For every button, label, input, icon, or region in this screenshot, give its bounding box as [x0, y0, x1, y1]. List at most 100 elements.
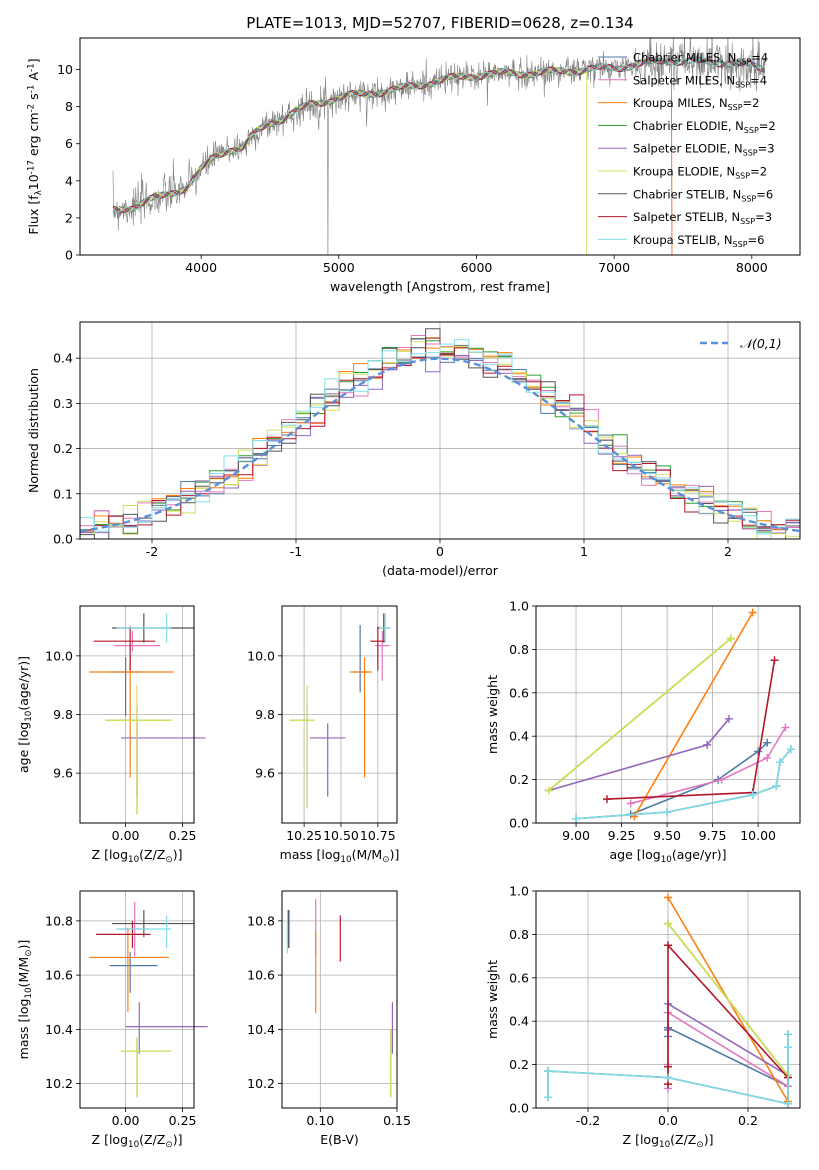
mass-weight-vs-metallicity-chart: -0.2 0.0 0.2 0.0 0.2 0.4 0.6 0.8 1.0 Z [log10(Z/Z…	[485, 884, 801, 1150]
weight-point-marker	[770, 656, 779, 665]
weight-point-marker	[544, 1067, 552, 1076]
weight-series-line	[576, 748, 792, 820]
x-tick-label: 9.25	[608, 828, 636, 843]
y-tick-label: 10.8	[247, 913, 275, 928]
weight-series-line	[667, 923, 789, 1076]
y-tick-label: 10.4	[247, 1022, 275, 1037]
x-tick-label: 4000	[185, 260, 217, 275]
weight-point-marker	[784, 1099, 792, 1108]
weight-point-marker	[703, 740, 712, 749]
mass-vs-metallicity-chart: 0.00 0.25 10.2 10.4 10.6 10.8 Z [log10(Z/Z⊙)] m…	[16, 890, 208, 1150]
y-tick-label: 10.2	[247, 1076, 275, 1091]
y-tick-label: 6	[65, 136, 73, 151]
weight-point-marker	[664, 1062, 672, 1071]
x-tick-label: 8000	[736, 260, 768, 275]
x-axis-label: (data-model)/error	[382, 563, 499, 578]
weight-point-marker	[544, 786, 553, 795]
y-axis-label: mass weight	[485, 960, 500, 1039]
spectrum-legend: Chabrier MILES, NSSP=4 Salpeter MILES, NS…	[598, 51, 776, 249]
y-tick-label: 0.2	[509, 1057, 529, 1072]
x-tick-label: 2	[724, 544, 732, 559]
weight-point-marker	[626, 799, 635, 808]
y-tick-label: 10.2	[45, 1076, 73, 1091]
x-axis-label: Z [log10(Z/Z⊙)]	[92, 847, 183, 865]
spectrum-chart: 4000 5000 6000 7000 8000 0 2 4 6 8 10 wavelength [A…	[26, 37, 801, 294]
axes-frame	[79, 890, 195, 1109]
x-tick-label: 0.15	[383, 1113, 411, 1128]
weight-point-marker	[717, 775, 726, 784]
y-tick-label: 10.4	[45, 1022, 73, 1037]
legend-entry: Chabrier ELODIE, NSSP=2	[633, 119, 776, 135]
x-tick-label: -2	[146, 544, 158, 559]
residual-histogram-chart: -2 -1 0 1 2 0.0 0.1 0.2 0.3 0.4 (data-model)/error…	[26, 321, 801, 578]
legend-entry: Kroupa STELIB, NSSP=6	[633, 233, 764, 249]
y-tick-label: 0.0	[53, 532, 73, 547]
x-tick-label: 0.25	[169, 828, 197, 843]
y-tick-label: 9.6	[53, 766, 73, 781]
weight-series-line	[633, 612, 754, 817]
x-tick-label: 0.0	[658, 1113, 678, 1128]
axes-frame	[535, 605, 801, 824]
y-axis-label: Flux [fλ10-17 erg cm-2 s-1 A-1]	[26, 58, 44, 234]
weight-point-marker	[572, 814, 581, 823]
y-tick-label: 10	[57, 62, 73, 77]
y-tick-label: 0.8	[509, 642, 529, 657]
x-tick-label: 10.50	[323, 828, 359, 843]
x-tick-label: 10.25	[286, 828, 322, 843]
y-tick-label: 9.6	[255, 766, 275, 781]
axes-frame	[281, 890, 398, 1109]
weight-series-line	[630, 742, 768, 816]
x-tick-label: 9.50	[653, 828, 681, 843]
y-tick-label: 0.8	[509, 927, 529, 942]
model-spectrum-line	[112, 66, 588, 255]
mass-vs-ebv-chart: 0.10 0.15 10.2 10.4 10.6 10.8 E(B-V)	[247, 890, 411, 1147]
y-tick-label: 0.4	[509, 1014, 529, 1029]
y-tick-label: 9.8	[53, 707, 73, 722]
weight-point-marker	[726, 634, 735, 643]
x-tick-label: 0.25	[169, 1113, 197, 1128]
x-tick-label: 7000	[598, 260, 630, 275]
weight-point-marker	[664, 941, 672, 950]
y-tick-label: 0.0	[509, 1101, 529, 1116]
x-axis-label: mass [log10(M/M⊙)]	[280, 847, 400, 865]
y-tick-label: 0.6	[509, 685, 529, 700]
legend-entry: 𝒩(0,1)	[740, 336, 782, 351]
legend-entry: Kroupa ELODIE, NSSP=2	[633, 165, 767, 181]
weight-series-line	[606, 660, 776, 800]
weight-point-marker	[786, 745, 795, 754]
legend-entry: Chabrier MILES, NSSP=4	[633, 51, 768, 67]
weight-point-marker	[763, 753, 772, 762]
weight-point-marker	[544, 1093, 552, 1102]
y-tick-label: 0	[65, 248, 73, 263]
weight-series-line	[630, 727, 787, 805]
gaussian-curve	[79, 357, 801, 533]
weight-point-marker	[603, 795, 612, 804]
x-axis-label: Z [log10(Z/Z⊙)]	[92, 1132, 183, 1150]
y-tick-label: 0.4	[509, 729, 529, 744]
x-tick-label: 0.2	[738, 1113, 758, 1128]
y-tick-label: 4	[65, 173, 73, 188]
weight-point-marker	[663, 808, 672, 817]
y-tick-label: 0.3	[53, 396, 73, 411]
mass-weight-vs-age-chart: 9.00 9.25 9.50 9.75 10.00 0.0 0.2 0.4 0.6 0.8 1.0 a…	[485, 599, 801, 865]
x-tick-label: -0.2	[576, 1113, 600, 1128]
weight-point-marker	[754, 747, 763, 756]
histogram-steps	[80, 339, 800, 535]
y-tick-label: 0.1	[53, 486, 73, 501]
y-tick-label: 10.0	[247, 648, 275, 663]
y-tick-label: 10.8	[45, 913, 73, 928]
y-tick-label: 1.0	[509, 599, 529, 614]
x-tick-label: 10.75	[360, 828, 396, 843]
model-spectrum-line	[112, 57, 766, 213]
age-vs-metallicity-chart: 0.00 0.25 9.6 9.8 10.0 Z [log10(Z/Z⊙)] age [lo…	[16, 605, 206, 865]
legend-entry: Salpeter STELIB, NSSP=3	[633, 210, 772, 226]
weight-point-marker	[763, 738, 772, 747]
x-tick-label: 0	[436, 544, 444, 559]
x-tick-label: 0.00	[112, 828, 140, 843]
page-title: PLATE=1013, MJD=52707, FIBERID=0628, z=0…	[246, 14, 633, 32]
x-tick-label: 0.10	[306, 1113, 334, 1128]
y-tick-label: 1.0	[509, 884, 529, 899]
y-axis-label: mass [log10(M/M⊙)]	[16, 940, 34, 1060]
x-tick-label: 9.00	[562, 828, 590, 843]
